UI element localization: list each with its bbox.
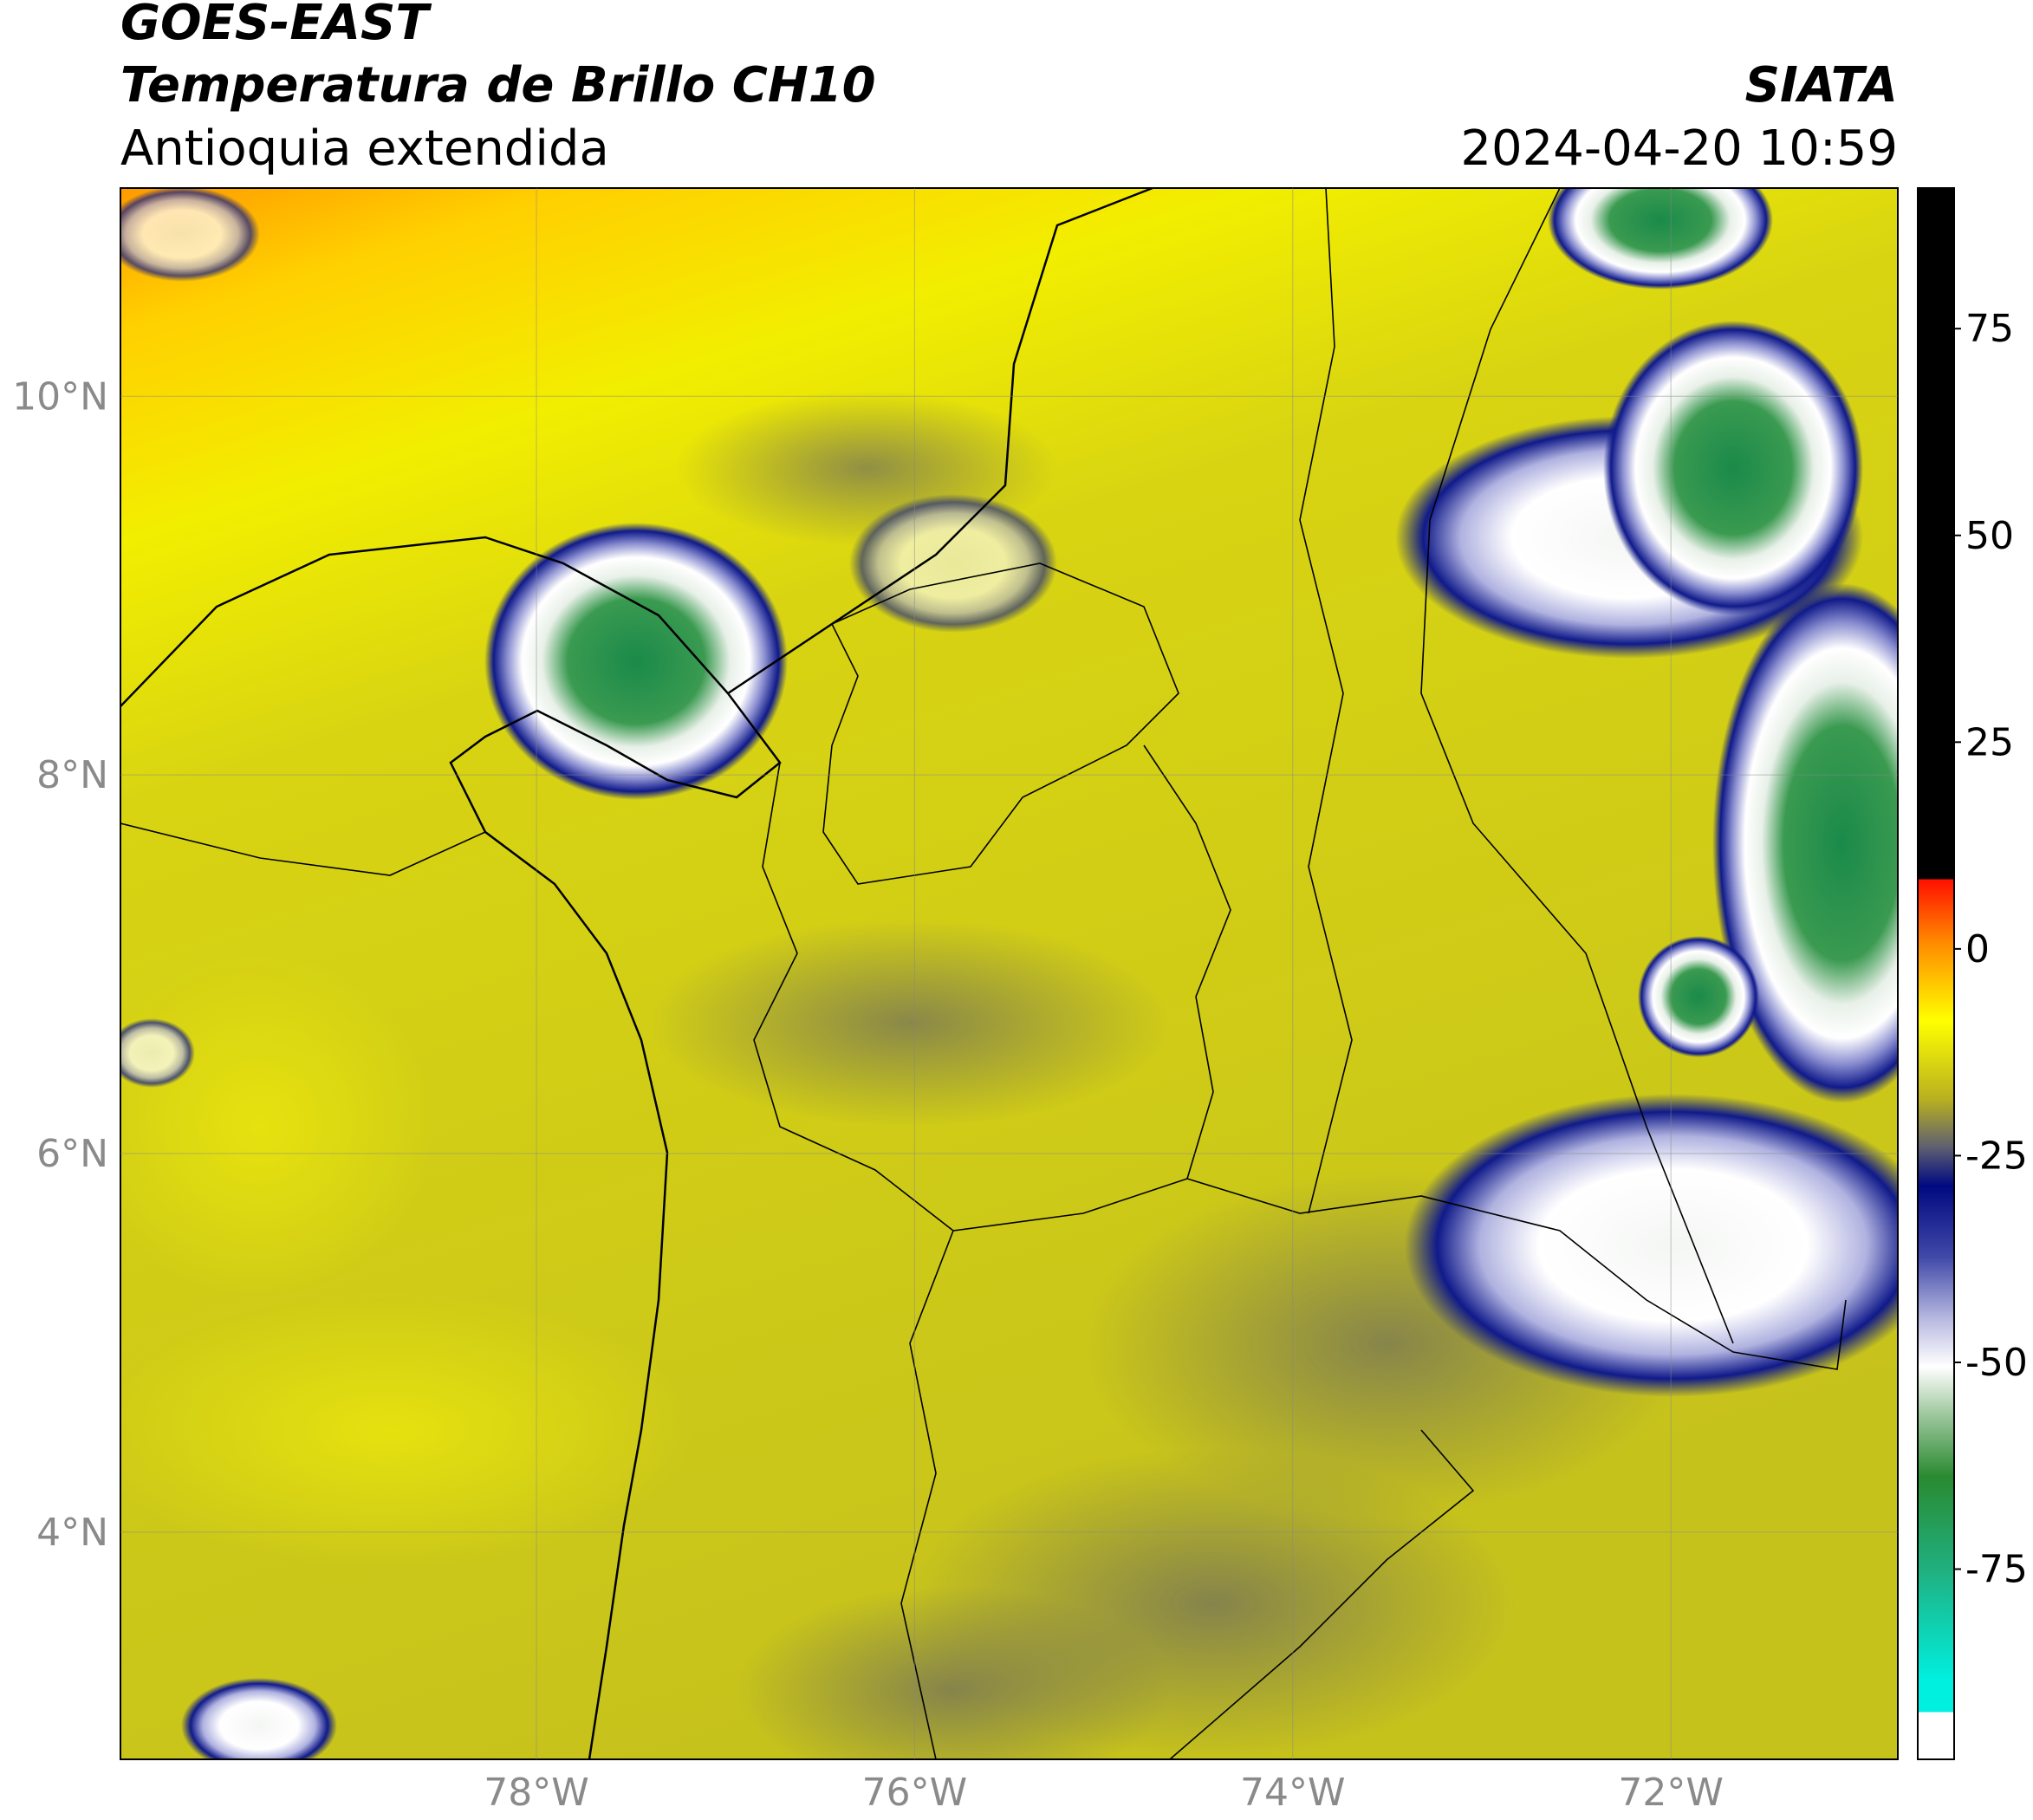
colorbar-tick-label: 0: [1965, 927, 1990, 972]
y-tick-label: 10°N: [12, 374, 108, 419]
x-tick-label: 78°W: [484, 1771, 589, 1815]
region: Antioquia extendida: [120, 120, 609, 177]
datetime: 2024-04-20 10:59: [1460, 120, 1898, 177]
agency: SIATA: [1745, 57, 1898, 114]
title: GOES-EAST: [120, 0, 432, 51]
colorbar-tick-label: -75: [1965, 1548, 2028, 1592]
y-tick-label: 6°N: [36, 1132, 108, 1176]
x-tick-label: 74°W: [1240, 1771, 1346, 1815]
y-tick-label: 8°N: [36, 753, 108, 797]
colorbar: [1917, 187, 1955, 1760]
colorbar-tick-label: -25: [1965, 1134, 2028, 1178]
subtitle: Temperatura de Brillo CH10: [120, 57, 876, 114]
colorbar-tick-label: -50: [1965, 1341, 2028, 1385]
colorbar-tick-label: 25: [1965, 720, 2014, 764]
x-tick-label: 76°W: [862, 1771, 968, 1815]
colorbar-tick-label: 50: [1965, 514, 2014, 558]
map-frame: [120, 187, 1899, 1760]
colorbar-tick-label: 75: [1965, 307, 2014, 351]
y-tick-label: 4°N: [36, 1511, 108, 1555]
x-tick-label: 72°W: [1618, 1771, 1724, 1815]
map-image: [120, 188, 1898, 1759]
